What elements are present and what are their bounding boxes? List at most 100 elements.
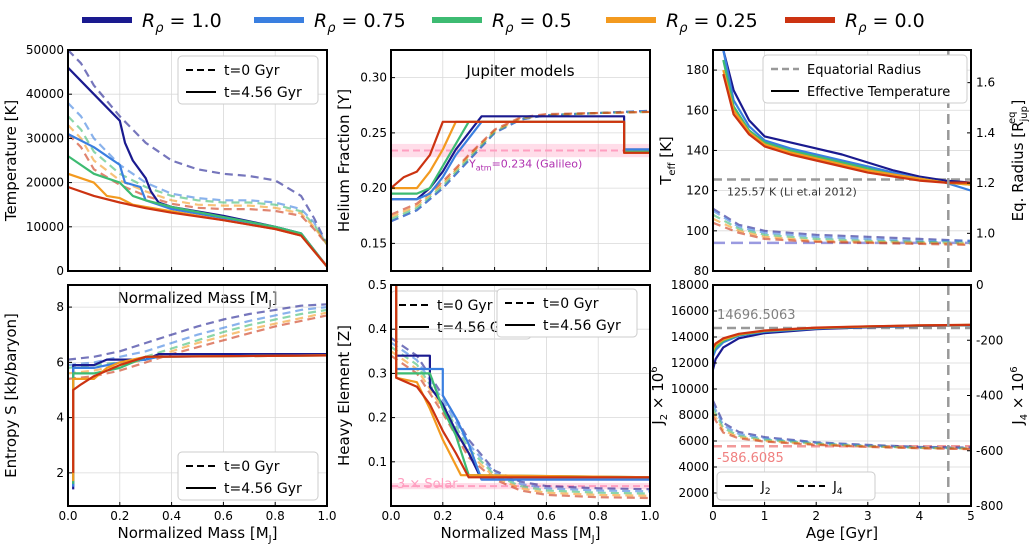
y2-axis-label: Eq. Radius [Rjupeq] bbox=[1007, 100, 1030, 222]
legend-t456-label: t=4.56 Gyr bbox=[224, 481, 302, 497]
y-tick-label: 6000 bbox=[678, 434, 709, 448]
legend-teff-label: Effective Temperature bbox=[807, 85, 950, 100]
series-group bbox=[68, 303, 327, 490]
series-line bbox=[68, 133, 327, 246]
x-tick-label: 0.0 bbox=[381, 509, 400, 523]
x-tick-label: 0.4 bbox=[485, 509, 504, 523]
series-line bbox=[68, 155, 327, 268]
y-tick-label: 10000 bbox=[671, 382, 709, 396]
legend-t0-label: t=0 Gyr bbox=[543, 296, 599, 312]
y-tick-label: 0.20 bbox=[360, 181, 387, 195]
y-axis-label: Teff [K] bbox=[657, 136, 678, 186]
series-line bbox=[391, 120, 650, 189]
x-axis-label: Normalized Mass [MJ] bbox=[118, 289, 278, 310]
y-tick-label: 6 bbox=[56, 355, 64, 369]
x-tick-label: 0.6 bbox=[537, 509, 556, 523]
y-tick-label: 12000 bbox=[671, 356, 709, 370]
series-line bbox=[713, 323, 971, 357]
series-line bbox=[395, 285, 650, 481]
y-tick-label: 0.15 bbox=[360, 236, 387, 250]
panel-frame bbox=[67, 49, 328, 272]
y-tick-label: 120 bbox=[686, 184, 709, 198]
solar-annotation: 3 × Solar bbox=[397, 477, 458, 492]
series-group bbox=[713, 50, 971, 246]
x-tick-label: 3 bbox=[864, 509, 872, 523]
y-tick-label: 8000 bbox=[678, 408, 709, 422]
time-legend: t=0 Gyr t=4.56 Gyr bbox=[177, 55, 319, 105]
y2-tick-label: -200 bbox=[976, 333, 1003, 347]
y-tick-label: 14000 bbox=[671, 330, 709, 344]
series-line bbox=[713, 415, 971, 451]
y-tick-label: 30000 bbox=[26, 131, 64, 145]
series-line bbox=[68, 50, 327, 245]
y-tick-label: 2 bbox=[56, 466, 64, 480]
legend-t0-label: t=0 Gyr bbox=[224, 459, 280, 475]
x-axis-label: Normalized Mass [MJ] bbox=[118, 524, 278, 544]
x-tick-label: 0.2 bbox=[110, 509, 129, 523]
legend-t0-label: t=0 Gyr bbox=[437, 298, 493, 314]
y-tick-label: 40000 bbox=[26, 87, 64, 101]
y2-tick-label: 0 bbox=[976, 278, 984, 292]
gravity-moments-panel: 2000 4000 6000 8000 10000 12000 14000 16000 1800… bbox=[649, 278, 1030, 542]
y-tick-label: 0.5 bbox=[368, 278, 387, 292]
y2-tick-label: -600 bbox=[976, 444, 1003, 458]
legend-t456-label: t=4.56 Gyr bbox=[224, 85, 302, 101]
series-line bbox=[68, 102, 327, 246]
y-tick-label: 0 bbox=[56, 264, 64, 278]
y-axis-label: Temperature [K] bbox=[2, 100, 20, 222]
j4-annotation: -586.6085 bbox=[717, 451, 784, 466]
x-axis-label: Age [Gyr] bbox=[806, 524, 878, 542]
y2-axis-label: J4 × 106 bbox=[1009, 366, 1030, 425]
series-line bbox=[713, 323, 971, 349]
legend-label-r05: Rρ = 0.5 bbox=[492, 10, 572, 36]
series-group bbox=[713, 323, 971, 451]
legend-t456-label: t=4.56 Gyr bbox=[543, 318, 621, 334]
series-line bbox=[713, 221, 971, 246]
temperature-panel: 0 10000 20000 30000 40000 50000 Normalized Mas… bbox=[2, 43, 328, 310]
series-line bbox=[68, 115, 327, 246]
series-group bbox=[391, 109, 650, 223]
x-tick-label: 0.6 bbox=[214, 509, 233, 523]
galileo-annotation: Yatm=0.234 (Galileo) bbox=[468, 158, 582, 173]
legend-t0-label: t=0 Gyr bbox=[224, 63, 280, 79]
heavy-element-panel: 0.1 0.2 0.3 0.4 0.5 0.0 0.2 0.4 0.6 0.8 1.0 Normali… bbox=[335, 278, 660, 544]
series-line bbox=[72, 353, 327, 490]
y-tick-label: 18000 bbox=[671, 278, 709, 292]
y-tick-label: 0.4 bbox=[368, 322, 387, 336]
y-axis-label: Helium Fraction [Y] bbox=[335, 89, 353, 232]
entropy-panel: 2 4 6 8 0.0 0.2 0.4 0.6 0.8 1.0 Normalized Mass [M… bbox=[2, 284, 337, 544]
y2-tick-label: -800 bbox=[976, 499, 1003, 513]
time-legend: t=0 Gyr t=4.56 Gyr bbox=[496, 288, 638, 338]
x-tick-label: 0.4 bbox=[162, 509, 181, 523]
y-tick-label: 0.25 bbox=[360, 126, 387, 140]
series-line bbox=[713, 207, 971, 242]
series-group bbox=[391, 285, 650, 500]
teff-legend: Equatorial Radius Effective Temperature bbox=[762, 54, 968, 104]
legend-j4-label: J4 bbox=[832, 480, 843, 497]
time-legend: t=0 Gyr t=4.56 Gyr bbox=[177, 451, 319, 501]
y-tick-label: 180 bbox=[686, 63, 709, 77]
x-tick-label: 0.8 bbox=[266, 509, 285, 523]
legend-label-r00: Rρ = 0.0 bbox=[845, 10, 925, 36]
y2-tick-label: 1.2 bbox=[976, 176, 995, 190]
y-tick-label: 20000 bbox=[26, 176, 64, 190]
y-axis-label: Entropy S [kb/baryon] bbox=[2, 313, 20, 478]
legend-box bbox=[716, 471, 876, 501]
series-line bbox=[722, 73, 971, 184]
series-line bbox=[391, 350, 650, 497]
y-tick-label: 0.3 bbox=[368, 366, 387, 380]
j-legend: J2 J4 bbox=[716, 471, 876, 501]
x-tick-label: 1.0 bbox=[640, 509, 659, 523]
legend-t456-label: t=4.56 Gyr bbox=[437, 320, 515, 336]
series-line bbox=[68, 124, 327, 246]
series-line bbox=[722, 69, 971, 186]
legend-eqr-label: Equatorial Radius bbox=[807, 63, 921, 78]
y-tick-label: 0.1 bbox=[368, 455, 387, 469]
series-line bbox=[722, 50, 971, 184]
time-legend: t=0 Gyr t=4.56 Gyr bbox=[390, 290, 532, 340]
y2-tick-label: 1.6 bbox=[976, 76, 995, 90]
series-line bbox=[391, 337, 650, 491]
panel-frame bbox=[67, 284, 328, 507]
panel-frame bbox=[390, 49, 651, 272]
